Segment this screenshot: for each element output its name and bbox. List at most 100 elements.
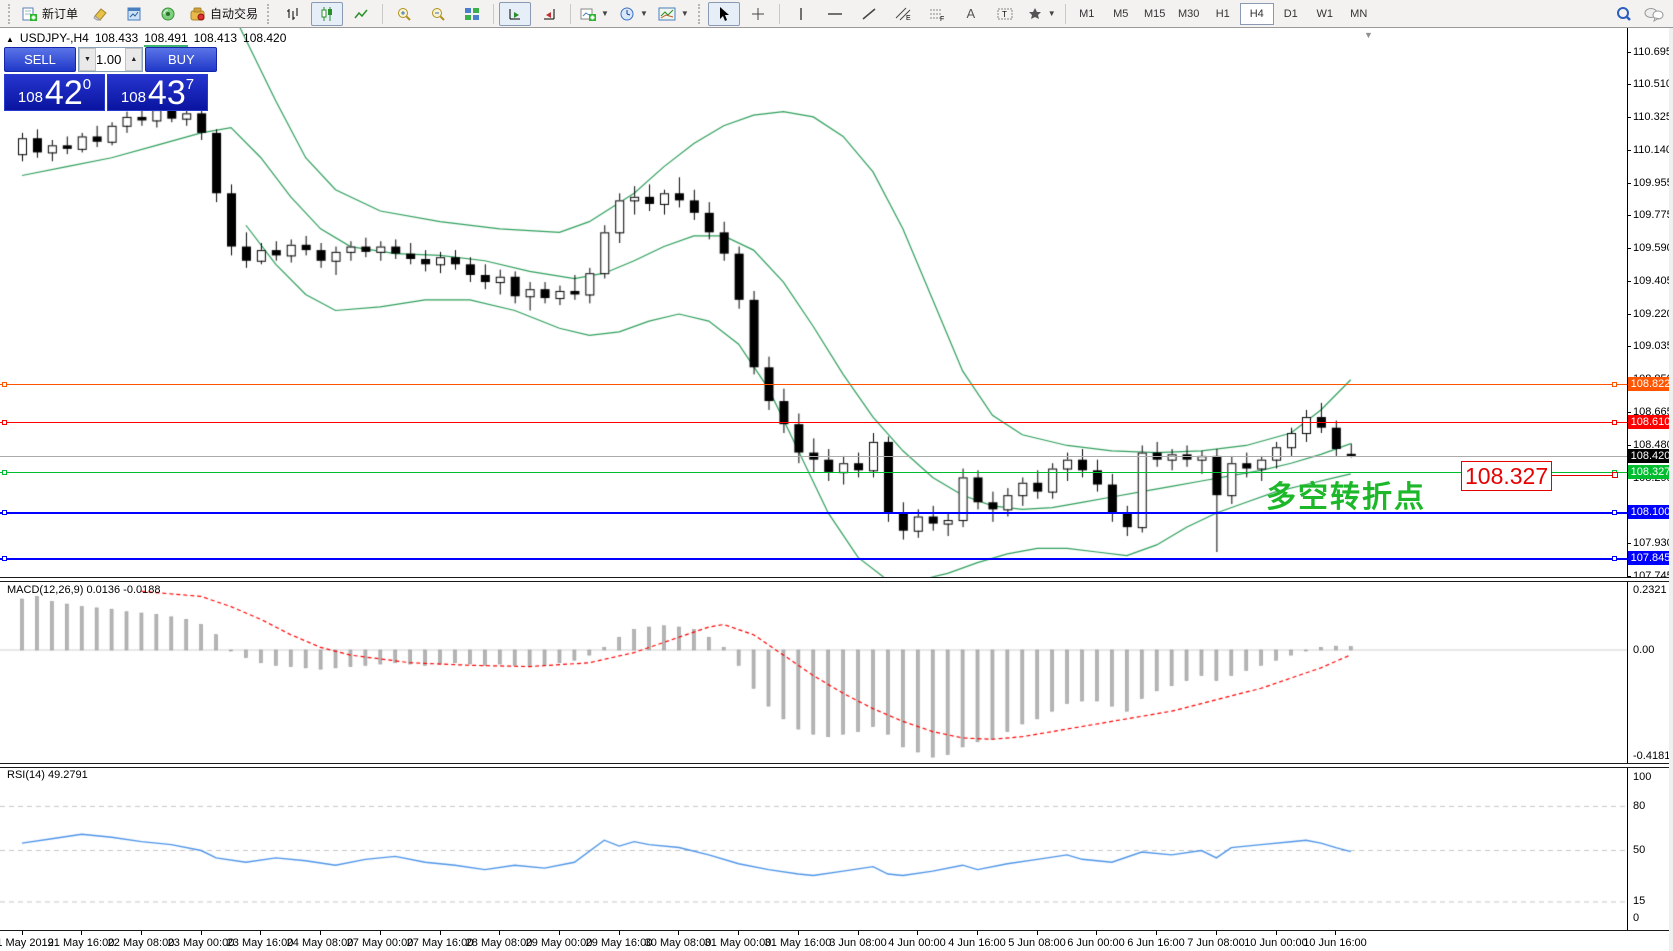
time-tick-mark [738, 931, 739, 935]
timeframe-button-D1[interactable]: D1 [1283, 7, 1298, 20]
time-tick-label: 31 May 16:00 [764, 937, 832, 949]
price-badge-108.100: 108.100 [1628, 505, 1673, 519]
chart-window: ▲ USDJPY-,H4 108.433 108.491 108.413 108… [0, 28, 1673, 951]
time-tick-mark [1335, 931, 1336, 935]
toolbar-grip [267, 3, 272, 24]
search-icon[interactable] [1615, 5, 1633, 23]
equidistant-channel-tool[interactable]: E [887, 2, 919, 26]
axis-tick-mark [1627, 248, 1631, 249]
bar-chart-button[interactable] [277, 2, 309, 26]
crosshair-tool-button[interactable] [742, 2, 774, 26]
crosshair-icon [750, 6, 766, 22]
time-tick-label: 21 May 16:00 [47, 937, 115, 949]
toolbar-separator [570, 3, 572, 24]
rsi-scale-label: 100 [1633, 771, 1652, 783]
timeframe-button-M5[interactable]: M5 [1113, 7, 1129, 20]
sell-price-prefix: 108 [17, 89, 43, 106]
buy-price-big: 43 [147, 74, 186, 112]
collapse-triangle-icon[interactable]: ▲ [6, 35, 14, 44]
sell-price-sup: 0 [82, 76, 92, 93]
tile-windows-icon [464, 6, 480, 22]
cursor-tool-button[interactable] [707, 1, 740, 26]
line-handle[interactable] [1612, 556, 1617, 561]
time-tick-mark [798, 931, 799, 935]
scroll-to-end-marker[interactable]: ▼ [1364, 30, 1373, 40]
horizontal-level-line-108.822[interactable] [0, 384, 1627, 385]
rsi-scale-label: 50 [1633, 844, 1646, 856]
volume-input[interactable]: 1.00 [96, 52, 122, 67]
templates-dropdown[interactable]: ▼ [654, 2, 693, 26]
periods-dropdown[interactable]: ▼ [615, 2, 652, 26]
new-order-button[interactable]: 新订单 [18, 2, 82, 26]
macd-pane-separator[interactable] [0, 577, 1673, 582]
horizontal-line-tool[interactable] [819, 2, 851, 26]
ohlc-high: 108.491 [144, 31, 188, 47]
timeframe-button-M30[interactable]: M30 [1178, 7, 1200, 20]
buy-button[interactable]: BUY [145, 47, 218, 72]
callout-handle[interactable] [1612, 472, 1618, 478]
line-handle[interactable] [1612, 420, 1617, 425]
timeframe-button-M1[interactable]: M1 [1079, 7, 1095, 20]
market-watch-button[interactable] [118, 2, 150, 26]
line-handle[interactable] [1612, 382, 1617, 387]
volume-decrease-button[interactable]: ▼ [79, 48, 96, 71]
auto-trading-button[interactable]: 自动交易 [186, 2, 262, 26]
text-tool[interactable]: A [955, 2, 987, 26]
line-handle[interactable] [2, 556, 7, 561]
auto-scroll-button[interactable] [499, 1, 532, 26]
price-badge-108.610: 108.610 [1628, 415, 1673, 429]
line-handle[interactable] [2, 470, 7, 475]
line-handle[interactable] [2, 420, 7, 425]
time-tick-label: 6 Jun 00:00 [1067, 937, 1125, 949]
sell-button[interactable]: SELL [4, 47, 76, 72]
chart-shift-button[interactable] [533, 2, 565, 26]
line-chart-button[interactable] [345, 2, 377, 26]
new-order-icon [22, 6, 38, 22]
chart-plot[interactable] [0, 28, 1673, 951]
axis-tick-mark [1627, 412, 1631, 413]
eraser-icon [92, 6, 108, 22]
line-handle[interactable] [2, 510, 7, 515]
chevron-down-icon: ▼ [639, 9, 648, 18]
axis-tick-label: 109.590 [1633, 242, 1673, 254]
time-tick-mark [1156, 931, 1157, 935]
symbol-period-label: USDJPY-,H4 [19, 31, 89, 45]
time-tick-mark [81, 931, 82, 935]
chat-icon[interactable] [1643, 5, 1665, 23]
volume-increase-button[interactable]: ▲ [125, 48, 143, 71]
channel-icon: E [894, 6, 912, 22]
buy-price[interactable]: 108 43 7 [107, 74, 208, 111]
line-handle[interactable] [2, 382, 7, 387]
zoom-out-button[interactable] [422, 2, 454, 26]
line-handle[interactable] [1612, 510, 1617, 515]
signals-button[interactable] [152, 2, 184, 26]
horizontal-level-line-108.327[interactable] [0, 472, 1627, 473]
vertical-line-tool[interactable] [785, 2, 817, 26]
trendline-tool[interactable] [853, 2, 885, 26]
timeframe-button-W1[interactable]: W1 [1316, 7, 1333, 20]
axis-tick-mark [1627, 215, 1631, 216]
horizontal-level-line-108.100[interactable] [0, 512, 1627, 514]
zoom-in-button[interactable] [388, 2, 420, 26]
fibonacci-tool[interactable]: F [921, 2, 953, 26]
new-chart-dropdown[interactable]: ▼ [576, 2, 613, 26]
price-callout[interactable]: 108.327 [1461, 461, 1553, 491]
horizontal-level-line-108.610[interactable] [0, 422, 1627, 423]
tile-windows-button[interactable] [456, 2, 488, 26]
time-tick-mark [559, 931, 560, 935]
text-label-tool[interactable]: T [989, 2, 1021, 26]
arrows-dropdown[interactable]: ▼ [1023, 2, 1060, 26]
horizontal-level-line-107.845[interactable] [0, 558, 1627, 560]
chart-annotation-text[interactable]: 多空转折点 [1266, 481, 1426, 514]
timeframe-button-MN[interactable]: MN [1350, 7, 1368, 20]
candlestick-chart-button[interactable] [311, 1, 344, 26]
timeframe-buttons: M1 M5 M15 M30 H1 H4 D1 W1 MN [1070, 2, 1376, 25]
timeframe-button-M15[interactable]: M15 [1144, 7, 1166, 20]
clock-icon [619, 6, 635, 22]
rsi-pane-separator[interactable] [0, 763, 1673, 768]
eraser-button[interactable] [84, 2, 116, 26]
timeframe-button-H4[interactable]: H4 [1239, 2, 1274, 25]
timeframe-button-H1[interactable]: H1 [1215, 7, 1230, 20]
sell-price[interactable]: 108 42 0 [4, 74, 105, 111]
